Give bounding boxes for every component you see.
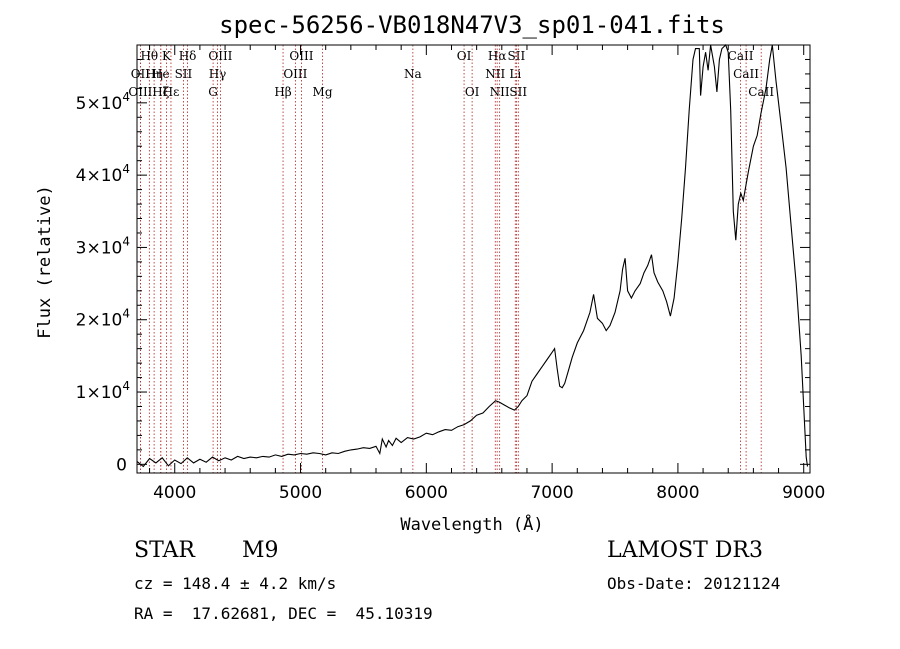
y-tick-label: 5×104 [76,90,130,114]
x-tick-label: 4000 [153,483,196,503]
spectral-line-label: Li [509,67,521,81]
object-class: STAR [134,538,195,563]
plot-frame [136,44,811,474]
observation-date: Obs-Date: 20121124 [607,574,781,593]
spectral-line-label: NII [490,85,510,99]
x-tick-label: 7000 [530,483,573,503]
spectral-line-label: OI [457,49,472,63]
y-tick-label: 2×104 [76,307,130,331]
spectral-line-label: OIII [289,49,313,63]
y-axis-label: Flux (relative) [35,185,55,339]
x-tick-label: 5000 [279,483,322,503]
spectral-line-label: NII [485,67,505,81]
x-tick-label: 9000 [782,483,825,503]
x-tick-label: 6000 [405,483,448,503]
spectral-line-label: Hα [488,49,507,63]
spectral-line-label: Hβ [274,85,291,99]
y-tick-label: 1×104 [76,379,130,403]
spectral-line-label: K [162,49,172,63]
spectral-line-label: Hδ [179,49,197,63]
spectral-line-label: Hε [163,85,180,99]
spectral-line-label: SII [508,49,526,63]
spectral-line-label: Hγ [209,67,227,81]
spectral-line-label: Mg [313,85,333,99]
redshift-value: cz = 148.4 ± 4.2 km/s [134,574,337,593]
axis-ticks: 4000 5000 6000 7000 8000 9000 0 1×104 2×104 3×104… [76,45,825,503]
spectral-line-label: Na [404,67,422,81]
chart-title: spec-56256-VB018N47V3_sp01-041.fits [219,11,725,39]
object-subclass: M9 [242,538,279,563]
y-tick-label: 4×104 [76,162,130,186]
x-tick-label: 8000 [656,483,699,503]
spectral-line-label: OIII [128,85,152,99]
flux-series-line [136,44,809,468]
spectral-line-label: SII [509,85,527,99]
survey-name: LAMOST DR3 [607,538,763,563]
spectral-line-label: Hθ [140,49,158,63]
y-tick-label: 3×104 [76,234,130,258]
spectral-line-label: Hη [145,67,163,81]
x-axis-label: Wavelength (Å) [400,513,543,535]
spectral-line-label: OI [465,85,480,99]
spectrum-chart: spec-56256-VB018N47V3_sp01-041.fits Hθ OI… [35,11,825,535]
spectral-line-label: CaII [728,49,754,63]
y-tick-label: 0 [116,455,127,475]
spectral-line-label: CaII [733,67,759,81]
coordinates: RA = 17.62681, DEC = 45.10319 [134,604,433,623]
spectral-line-label: SII [175,67,193,81]
spectral-line-label: G [208,85,218,99]
spectral-line-label: OIII [283,67,307,81]
spectral-line-label: OIII [208,49,232,63]
spectral-line-label: Hζ [152,85,169,99]
spectral-line-label: CaII [748,85,774,99]
